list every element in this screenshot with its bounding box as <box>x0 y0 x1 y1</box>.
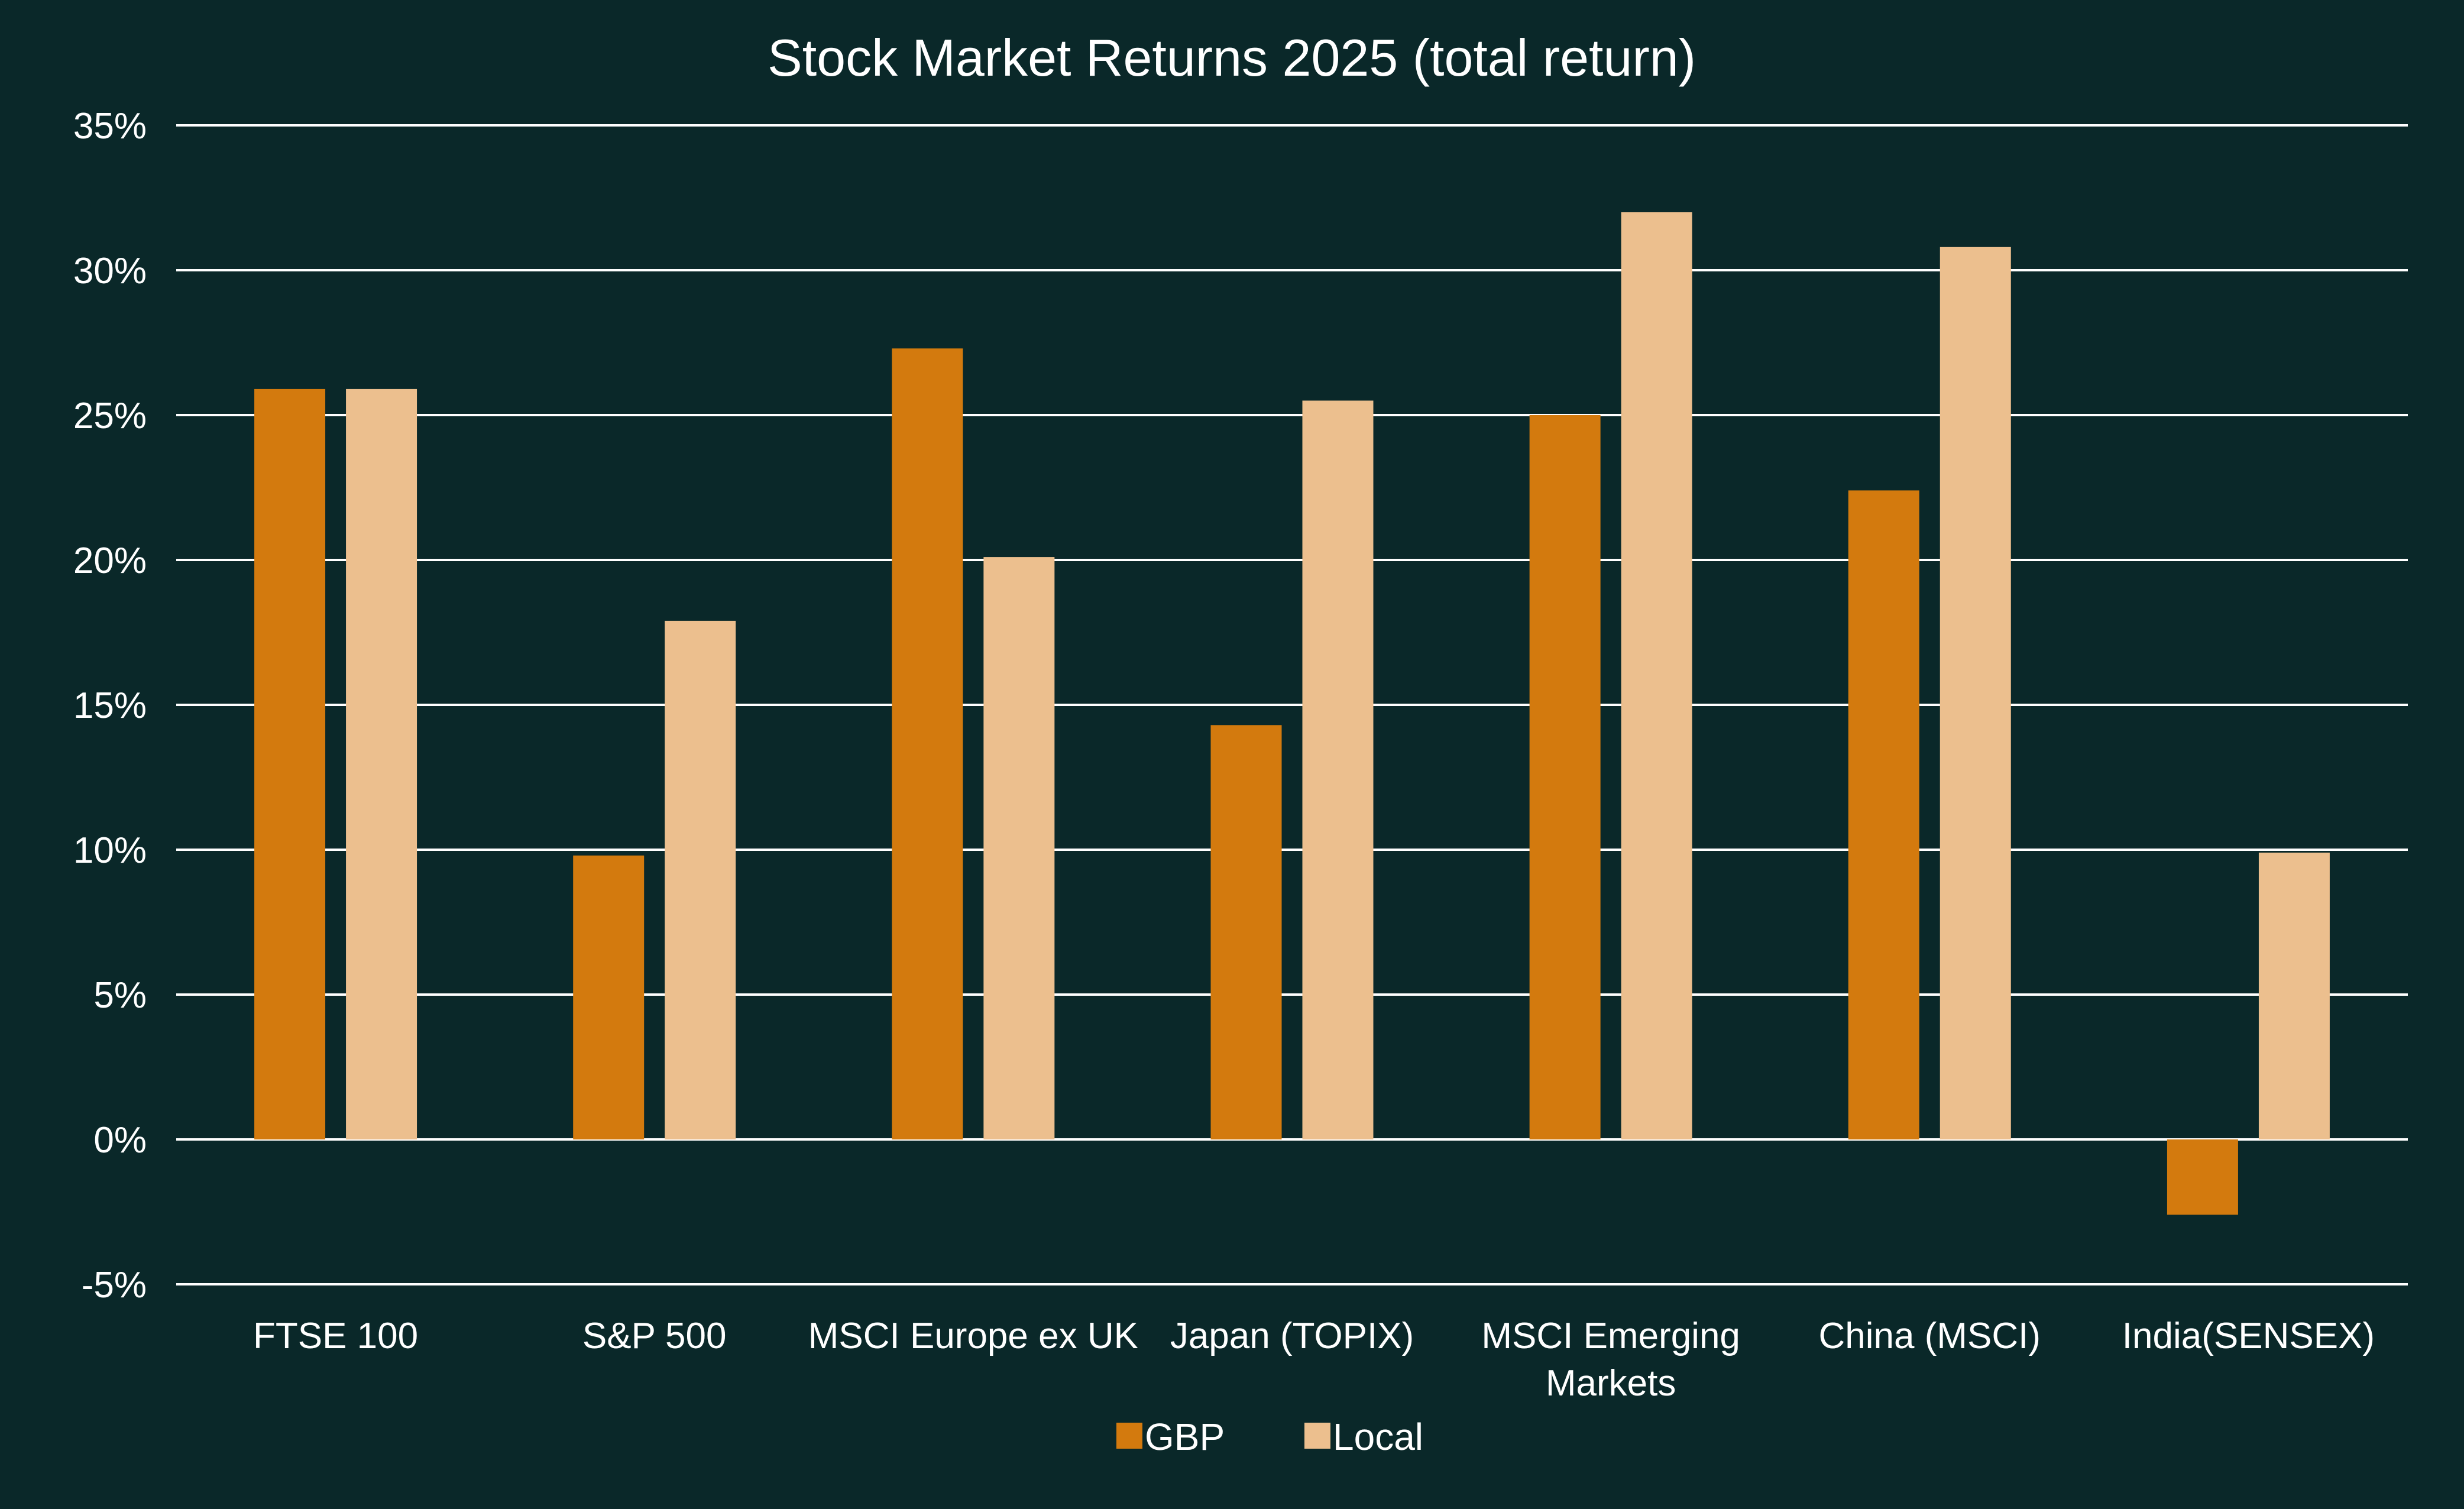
y-tick-label: 30% <box>73 251 147 292</box>
bar-gbp-3 <box>1210 725 1282 1139</box>
y-tick-label: 15% <box>73 685 147 726</box>
y-tick-label: -5% <box>82 1265 147 1306</box>
legend: GBP Local <box>1116 1416 1423 1458</box>
bars <box>254 212 2330 1215</box>
bar-gbp-0 <box>254 388 326 1139</box>
bar-local-6 <box>2258 852 2330 1139</box>
bar-local-2 <box>983 557 1055 1139</box>
bar-gbp-6 <box>2167 1139 2238 1215</box>
y-tick-label: 5% <box>93 975 147 1016</box>
x-tick-label: China (MSCI) <box>1819 1316 2041 1356</box>
bar-local-3 <box>1302 400 1374 1139</box>
bar-local-1 <box>665 620 736 1139</box>
y-tick-label: 25% <box>73 396 147 436</box>
legend-label-local: Local <box>1333 1416 1423 1458</box>
x-tick-label: FTSE 100 <box>253 1316 418 1356</box>
legend-label-gbp: GBP <box>1145 1416 1225 1458</box>
x-tick-label: Markets <box>1546 1363 1676 1404</box>
y-tick-label: 10% <box>73 830 147 871</box>
x-tick-label: India(SENSEX) <box>2122 1316 2375 1356</box>
bar-local-0 <box>346 388 417 1139</box>
bar-gbp-1 <box>573 855 645 1139</box>
legend-swatch-gbp <box>1116 1423 1142 1449</box>
x-tick-label: S&P 500 <box>582 1316 727 1356</box>
x-tick-label: Japan (TOPIX) <box>1170 1316 1414 1356</box>
legend-swatch-local <box>1304 1423 1330 1449</box>
x-tick-label: MSCI Emerging <box>1481 1316 1740 1356</box>
y-tick-label: 20% <box>73 540 147 581</box>
x-axis-labels: FTSE 100 S&P 500 MSCI Europe ex UK Japan (T… <box>253 1316 2375 1404</box>
bar-gbp-4 <box>1529 415 1601 1139</box>
bar-local-4 <box>1621 212 1692 1139</box>
x-tick-label: MSCI Europe ex UK <box>808 1316 1138 1356</box>
bar-gbp-2 <box>892 348 963 1139</box>
y-axis-ticks: 35% 30% 25% 20% 15% 10% 5% 0% -5% <box>73 106 147 1306</box>
chart-title: Stock Market Returns 2025 (total return) <box>768 28 1696 87</box>
y-tick-label: 35% <box>73 106 147 147</box>
gridlines <box>176 124 2408 1285</box>
bar-local-5 <box>1940 247 2011 1139</box>
bar-gbp-5 <box>1848 490 1919 1139</box>
y-tick-label: 0% <box>93 1120 147 1161</box>
